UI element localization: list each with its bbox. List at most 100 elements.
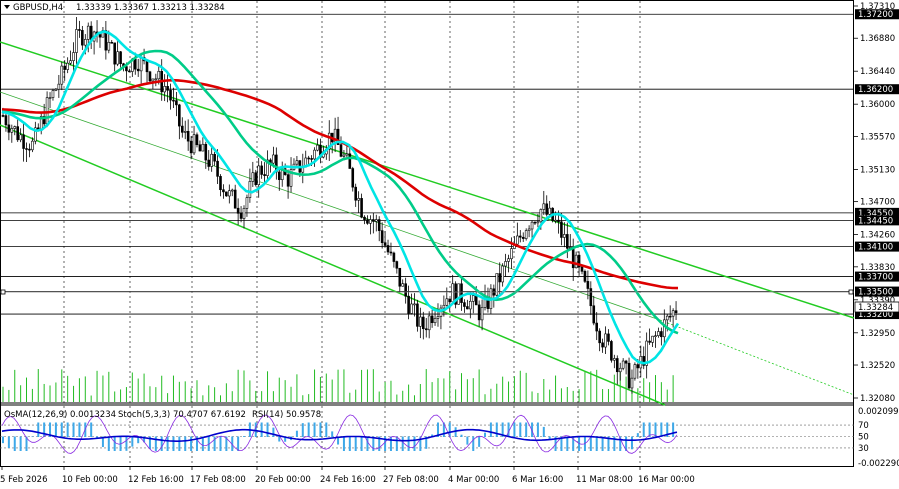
candle-body xyxy=(389,251,393,254)
time-tick-label: 20 Feb 00:00 xyxy=(255,475,311,485)
osma-bar xyxy=(295,430,298,437)
osma-bar xyxy=(107,436,110,451)
candle-body xyxy=(454,283,457,305)
candle-body xyxy=(377,219,381,231)
osma-bar xyxy=(401,436,404,451)
candle-body xyxy=(254,172,258,186)
candle-body xyxy=(13,126,17,129)
candle-body xyxy=(63,65,67,70)
candle-body xyxy=(81,30,84,46)
candle-body xyxy=(674,310,678,314)
candle-body xyxy=(72,52,75,61)
candle-body xyxy=(75,29,78,53)
candle-body xyxy=(10,128,14,133)
crosshair-handle-right[interactable] xyxy=(848,289,854,295)
candle-body xyxy=(354,186,357,201)
candle-body xyxy=(263,174,266,176)
osma-bar xyxy=(131,436,134,447)
osma-bar xyxy=(313,422,316,437)
candle-body xyxy=(598,330,601,344)
candle-body xyxy=(366,219,369,224)
price-tick-label: 1.35570 xyxy=(860,132,895,142)
osma-bar xyxy=(560,436,563,451)
osma-bar xyxy=(25,436,28,451)
candle-body xyxy=(48,97,52,99)
osma-bar xyxy=(49,422,52,437)
candle-body xyxy=(239,213,243,219)
candle-body xyxy=(495,273,499,296)
candle-body xyxy=(471,295,475,302)
osma-bar xyxy=(72,422,75,437)
candle-body xyxy=(345,153,349,156)
candle-body xyxy=(45,97,49,125)
osma-bar xyxy=(231,436,234,451)
candle-body xyxy=(260,165,263,175)
symbol-label: GBPUSD,H4 xyxy=(13,3,63,13)
osma-bar xyxy=(654,422,657,437)
candle-body xyxy=(448,298,452,303)
osma-bar xyxy=(7,436,10,449)
osma-bar xyxy=(536,422,539,437)
time-tick-label: 6 Mar 16:00 xyxy=(512,475,563,485)
osma-bar xyxy=(519,422,522,437)
price-tick-label: 1.32080 xyxy=(860,394,895,404)
time-tick-label: 12 Feb 16:00 xyxy=(128,475,184,485)
osma-bar xyxy=(601,436,604,451)
osma-bar xyxy=(325,422,328,437)
level-box xyxy=(855,215,899,226)
level-box-label: 1.33700 xyxy=(858,273,893,283)
candle-body xyxy=(624,360,628,364)
candle-body xyxy=(560,221,563,238)
osma-bar xyxy=(442,422,445,437)
level-box xyxy=(855,271,899,282)
candle-body xyxy=(198,144,202,152)
osma-bar xyxy=(389,436,392,451)
candle-body xyxy=(175,100,178,106)
candle-body xyxy=(477,304,481,321)
candle-body xyxy=(439,307,443,317)
candle-body xyxy=(163,86,166,93)
stoch-signal-line xyxy=(1,414,678,454)
osma-bar xyxy=(66,422,69,437)
candle-body xyxy=(257,165,261,186)
candle-body xyxy=(451,283,454,303)
candle-body xyxy=(69,60,72,64)
price-tick-label: 1.36880 xyxy=(860,34,895,44)
osma-bar xyxy=(660,422,663,437)
candle-body xyxy=(410,303,413,314)
candle-body xyxy=(618,367,622,373)
osma-bar xyxy=(578,436,581,451)
osma-bar xyxy=(43,422,46,437)
candle-body xyxy=(654,335,657,337)
osma-bar xyxy=(425,436,428,449)
osma-bar xyxy=(148,436,151,449)
candle-body xyxy=(507,258,510,262)
candle-body xyxy=(627,362,631,389)
level-box xyxy=(855,84,899,95)
symbol-menu-icon[interactable] xyxy=(4,5,10,9)
candle-body xyxy=(192,134,196,154)
osma-bar xyxy=(507,422,510,437)
osma-bar xyxy=(484,432,487,437)
osma-bar xyxy=(589,436,592,451)
candle-body xyxy=(416,303,419,327)
osma-bar xyxy=(125,436,128,451)
osma-bar xyxy=(395,436,398,451)
time-tick-label: 27 Feb 08:00 xyxy=(383,475,439,485)
level-box-label: 1.34100 xyxy=(858,243,893,253)
time-axis: 5 Feb 2026 10 Feb 00:00 12 Feb 16:00 17 Feb… xyxy=(0,466,695,485)
candle-body xyxy=(469,300,472,310)
candle-body xyxy=(204,143,208,161)
osma-bar xyxy=(613,436,616,451)
candle-body xyxy=(266,159,269,176)
candle-body xyxy=(516,235,519,245)
crosshair-handle-left[interactable] xyxy=(0,289,6,295)
candle-body xyxy=(498,273,502,283)
candle-body xyxy=(392,252,396,262)
candle-body xyxy=(213,153,216,162)
oscillator-window xyxy=(0,414,854,454)
osma-bar xyxy=(354,436,357,451)
osma-bar xyxy=(96,436,99,439)
